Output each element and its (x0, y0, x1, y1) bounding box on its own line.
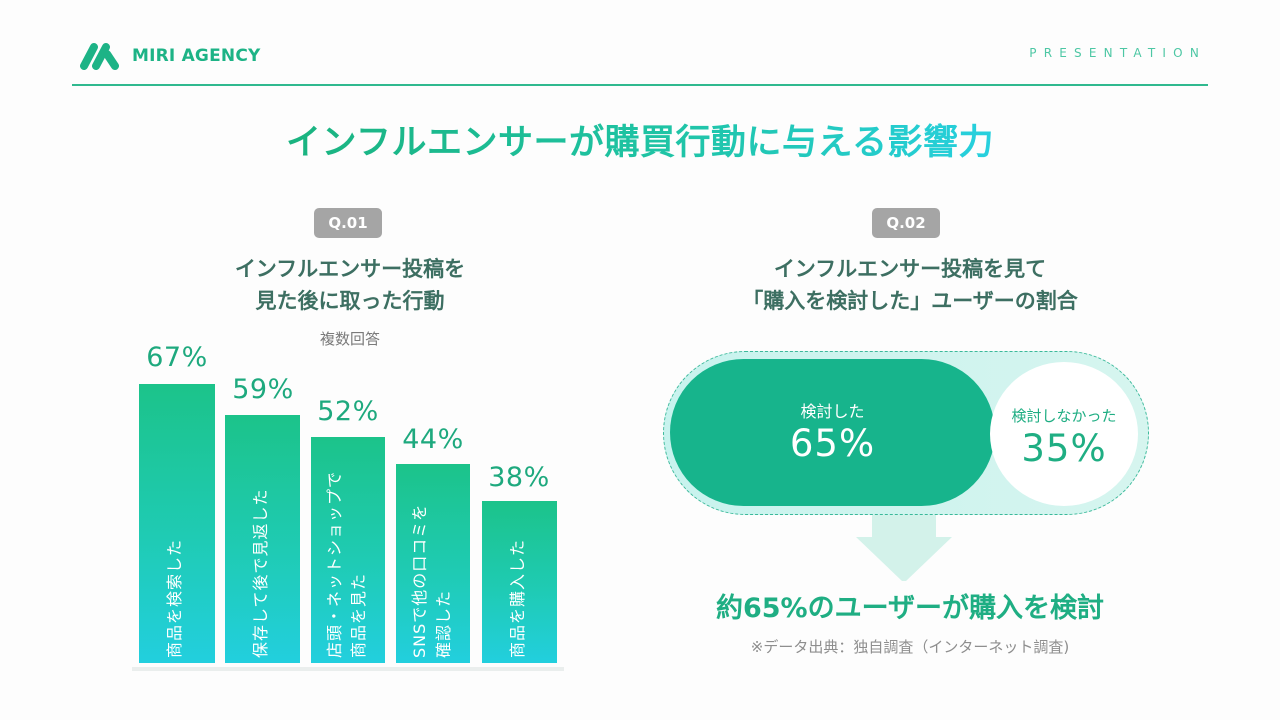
conclusion-text: 約65%のユーザーが購入を検討 (715, 593, 1105, 624)
bar-label: 商品を検索した (165, 538, 184, 658)
segment-value: 65% (789, 422, 876, 465)
bar: 商品を検索した (139, 384, 215, 663)
bar: 保存して後で見返した (225, 415, 300, 663)
ratio-segment-not-considered (990, 362, 1138, 506)
header-divider (72, 84, 1208, 86)
brand-logo: MIRI AGENCY (78, 41, 261, 71)
q1-badge: Q.01 (314, 208, 382, 238)
bar-value: 38% (488, 462, 550, 493)
bar: SNSで他の口コミを 確認した (396, 464, 470, 663)
q2-title: インフルエンサー投稿を見て 「購入を検討した」ユーザーの割合 (742, 257, 1078, 313)
bar-value: 52% (317, 396, 379, 427)
bar-value: 67% (146, 342, 208, 373)
bar: 商品を購入した (482, 501, 557, 663)
bar: 店頭・ネットショップで 商品を見た (311, 437, 385, 663)
arrow-down-icon (856, 515, 952, 581)
q2-badge: Q.02 (872, 208, 940, 238)
ratio-segment-considered (670, 359, 995, 506)
bar-label: 保存して後で見返した (251, 488, 270, 658)
data-source-note: ※データ出典：独自調査（インターネット調査) (750, 638, 1070, 656)
bar-value: 44% (402, 424, 464, 455)
bar-label: 店頭・ネットショップで 商品を見た (325, 470, 368, 658)
segment-value: 35% (1021, 427, 1107, 470)
bar-value: 59% (232, 374, 294, 405)
brand-name: MIRI AGENCY (132, 46, 261, 66)
header-tag: PRESENTATION (1029, 46, 1206, 60)
segment-label: 検討した (800, 402, 865, 421)
bar-label: SNSで他の口コミを 確認した (410, 503, 453, 658)
bar-label: 商品を購入した (508, 538, 527, 658)
miri-logo-icon (80, 43, 119, 70)
page-title: インフルエンサーが購買行動に与える影響力 (286, 123, 994, 163)
q1-title: インフルエンサー投稿を 見た後に取った行動 (234, 257, 466, 313)
chart-baseline (132, 667, 564, 671)
segment-label: 検討しなかった (1011, 407, 1117, 425)
q1-subtitle: 複数回答 (319, 330, 380, 348)
